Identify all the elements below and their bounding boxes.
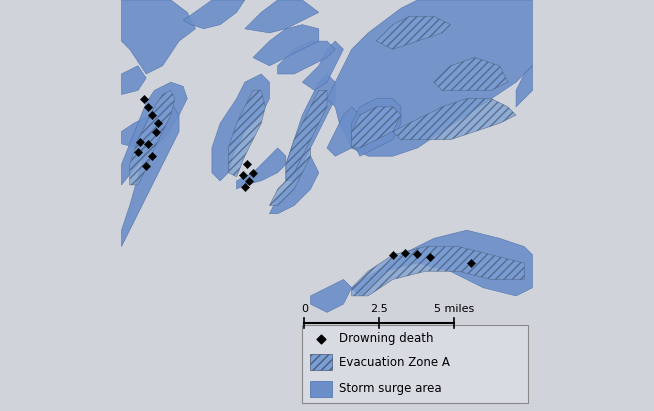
- Polygon shape: [352, 107, 401, 148]
- Point: [316, 335, 326, 342]
- Point: [248, 169, 258, 176]
- Polygon shape: [327, 107, 360, 156]
- Point: [241, 161, 252, 168]
- Point: [135, 139, 145, 145]
- Polygon shape: [122, 0, 196, 74]
- Point: [139, 95, 149, 102]
- Polygon shape: [352, 247, 525, 296]
- Polygon shape: [376, 16, 451, 49]
- Polygon shape: [286, 90, 327, 181]
- Polygon shape: [245, 0, 318, 33]
- Polygon shape: [327, 0, 532, 156]
- Text: Evacuation Zone A: Evacuation Zone A: [339, 356, 450, 369]
- Polygon shape: [278, 41, 336, 74]
- Polygon shape: [269, 148, 311, 206]
- FancyBboxPatch shape: [302, 325, 528, 403]
- Polygon shape: [286, 74, 336, 181]
- Point: [466, 260, 476, 266]
- Text: 2.5: 2.5: [371, 305, 388, 314]
- Point: [388, 252, 398, 258]
- Point: [412, 251, 422, 257]
- Polygon shape: [122, 103, 179, 247]
- Polygon shape: [237, 148, 286, 189]
- Polygon shape: [311, 279, 352, 312]
- Polygon shape: [269, 156, 318, 214]
- Polygon shape: [228, 90, 266, 177]
- Point: [151, 128, 162, 135]
- Point: [141, 163, 151, 170]
- Point: [147, 153, 158, 159]
- Point: [400, 249, 410, 256]
- Text: Drowning death: Drowning death: [339, 332, 434, 345]
- Point: [244, 178, 254, 184]
- Point: [143, 104, 154, 110]
- Polygon shape: [122, 82, 187, 185]
- Polygon shape: [212, 74, 269, 181]
- Point: [237, 171, 248, 178]
- Polygon shape: [516, 66, 532, 107]
- Text: Storm surge area: Storm surge area: [339, 382, 442, 395]
- Polygon shape: [434, 58, 508, 90]
- Point: [424, 254, 435, 260]
- Polygon shape: [122, 115, 163, 148]
- Text: 0: 0: [301, 305, 308, 314]
- Polygon shape: [183, 0, 245, 29]
- Polygon shape: [253, 25, 318, 66]
- Polygon shape: [122, 66, 146, 95]
- Polygon shape: [302, 41, 343, 90]
- Point: [153, 120, 164, 127]
- Polygon shape: [393, 99, 516, 140]
- Point: [147, 112, 158, 118]
- Point: [239, 184, 250, 190]
- Polygon shape: [129, 90, 175, 185]
- Bar: [309, 381, 332, 397]
- Point: [133, 149, 143, 155]
- Bar: [309, 354, 332, 370]
- Point: [143, 141, 154, 147]
- Polygon shape: [352, 99, 401, 156]
- Polygon shape: [352, 230, 532, 296]
- Text: 5 miles: 5 miles: [434, 305, 475, 314]
